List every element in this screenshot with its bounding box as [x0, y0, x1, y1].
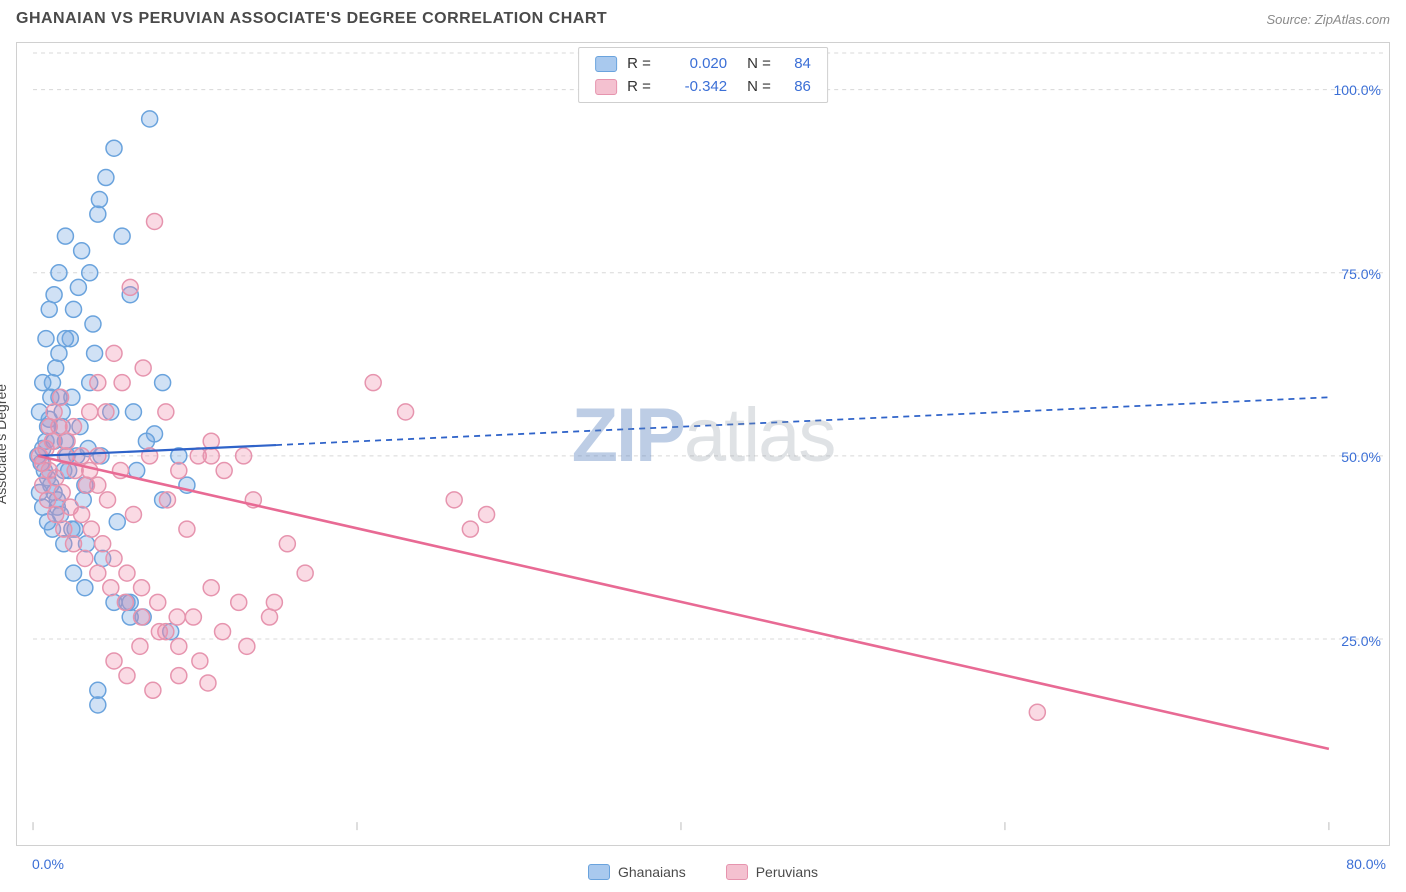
swatch-icon	[588, 864, 610, 880]
chart-title: GHANAIAN VS PERUVIAN ASSOCIATE'S DEGREE …	[16, 10, 607, 28]
n-value: 84	[781, 55, 811, 72]
stats-row-peruvians: R = -0.342 N = 86	[595, 75, 811, 98]
r-value: 0.020	[667, 55, 727, 72]
y-tick-label: 50.0%	[1341, 449, 1381, 465]
y-axis-label: Associate's Degree	[0, 384, 9, 504]
y-tick-label: 75.0%	[1341, 266, 1381, 282]
swatch-icon	[726, 864, 748, 880]
r-value: -0.342	[667, 78, 727, 95]
legend-label: Peruvians	[756, 864, 818, 880]
legend-label: Ghanaians	[618, 864, 686, 880]
swatch-icon	[595, 56, 617, 72]
legend-item-peruvians: Peruvians	[726, 864, 818, 880]
stats-row-ghanaians: R = 0.020 N = 84	[595, 52, 811, 75]
scatter-plot	[17, 43, 1389, 842]
source-label: Source: ZipAtlas.com	[1266, 12, 1390, 27]
y-tick-label: 25.0%	[1341, 633, 1381, 649]
n-value: 86	[781, 78, 811, 95]
stats-legend: R = 0.020 N = 84 R = -0.342 N = 86	[578, 47, 828, 103]
series-legend: Ghanaians Peruvians	[0, 864, 1406, 880]
legend-item-ghanaians: Ghanaians	[588, 864, 686, 880]
swatch-icon	[595, 79, 617, 95]
chart-area: Associate's Degree R = 0.020 N = 84 R = …	[16, 42, 1390, 846]
y-tick-label: 100.0%	[1334, 82, 1381, 98]
